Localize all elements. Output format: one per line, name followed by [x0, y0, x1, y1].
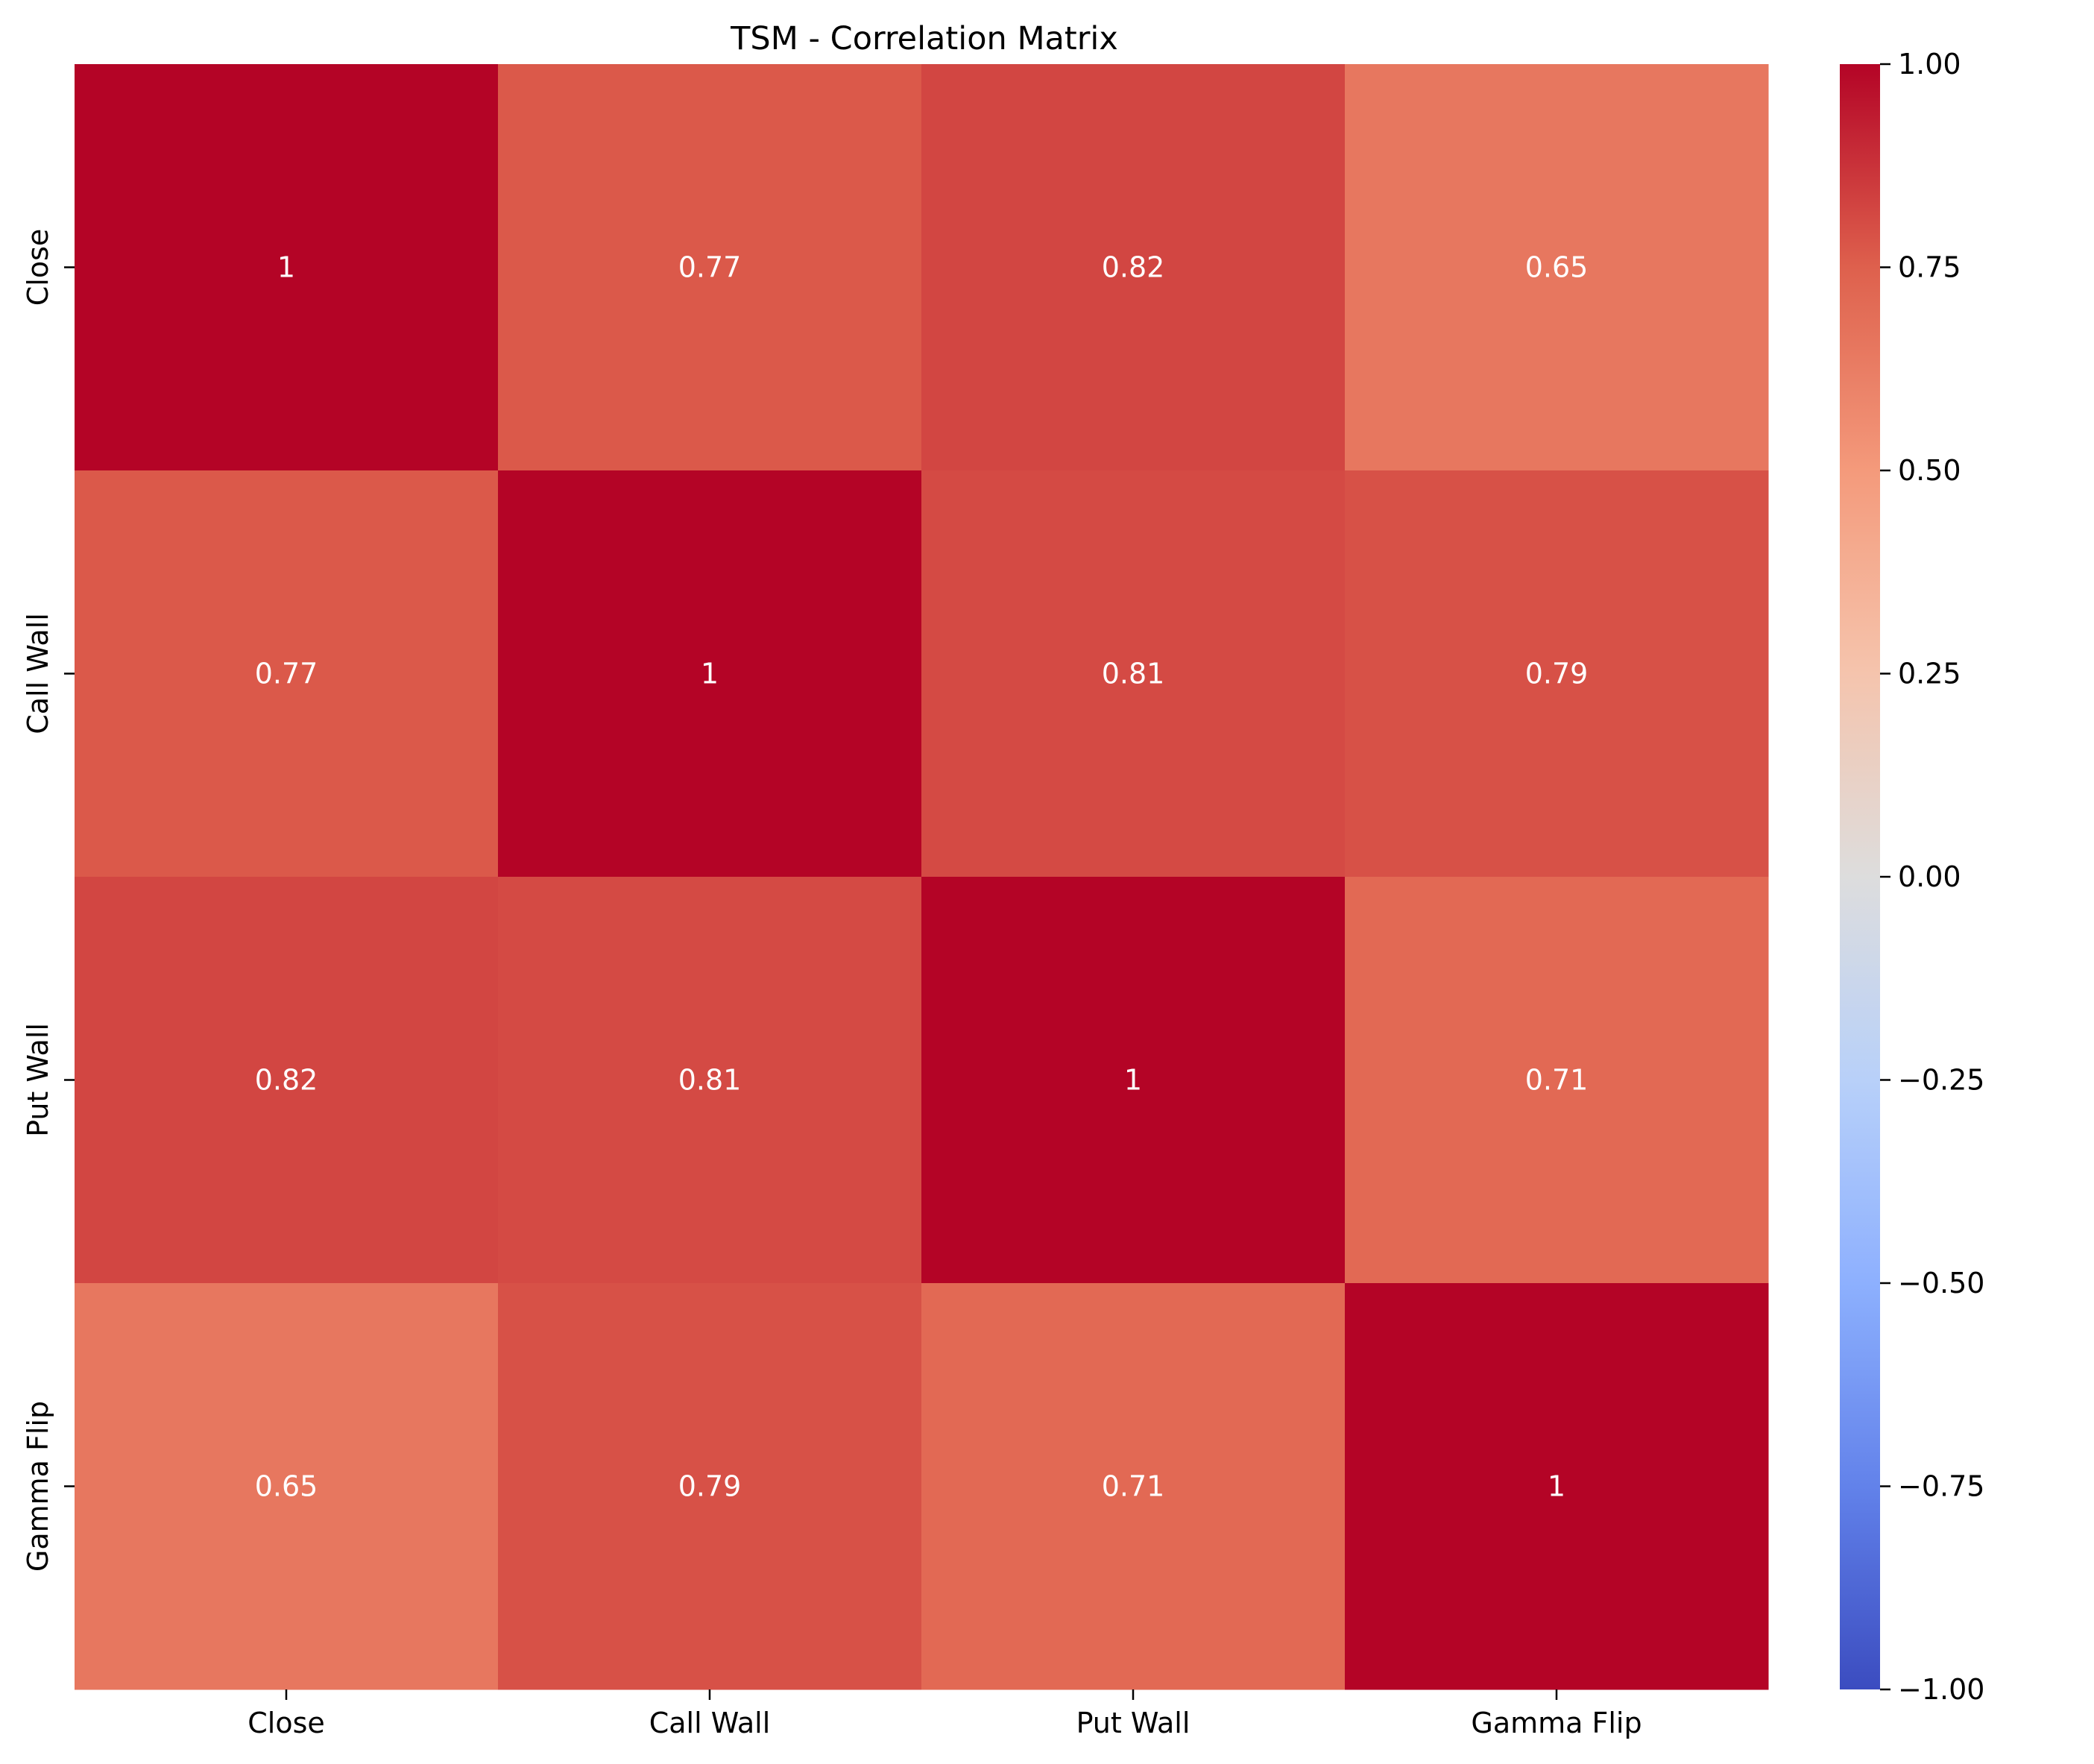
heatmap-cells — [75, 64, 1769, 1690]
y-tick-label-2: Put Wall — [22, 1023, 54, 1137]
heatmap-cell-2-3 — [1345, 877, 1769, 1284]
heatmap-cell-3-2 — [921, 1283, 1346, 1690]
colorbar-tick-label-5: −0.25 — [1898, 1064, 1984, 1097]
heatmap-cell-label-2-2: 1 — [1124, 1064, 1142, 1097]
colorbar-tick-label-2: 0.50 — [1898, 454, 1961, 487]
heatmap-cell-label-0-1: 0.77 — [678, 251, 742, 284]
colorbar-tick-label-4: 0.00 — [1898, 860, 1961, 893]
heatmap-cell-label-3-0: 0.65 — [255, 1470, 318, 1503]
heatmap-annotations: 1 0.77 0.82 0.65 0.77 1 0.81 0.79 0.82 0.81 1 0.71 0… — [255, 251, 1589, 1503]
colorbar-tick-label-8: −1.00 — [1898, 1673, 1984, 1706]
colorbar: 1.00 0.75 0.50 0.25 0.00 −0.25 −0.50 −0.75 −1.00 — [1840, 48, 1984, 1706]
colorbar-tick-label-1: 0.75 — [1898, 251, 1961, 284]
colorbar-gradient — [1840, 64, 1880, 1689]
heatmap-cell-label-3-1: 0.79 — [678, 1470, 742, 1503]
heatmap-cell-label-3-3: 1 — [1548, 1470, 1565, 1503]
heatmap-cell-label-0-2: 0.82 — [1102, 251, 1165, 284]
heatmap-cell-0-3 — [1345, 64, 1769, 471]
colorbar-tick-label-0: 1.00 — [1898, 48, 1961, 81]
heatmap-cell-label-1-2: 0.81 — [1102, 658, 1165, 690]
heatmap-cell-2-2 — [921, 877, 1346, 1284]
heatmap-cell-label-2-0: 0.82 — [255, 1064, 318, 1097]
chart-title: TSM - Correlation Matrix — [730, 20, 1118, 57]
heatmap-cell-1-1 — [498, 470, 922, 878]
heatmap-cell-3-0 — [75, 1283, 499, 1690]
colorbar-tick-label-3: 0.25 — [1898, 658, 1961, 690]
heatmap-cell-3-1 — [498, 1283, 922, 1690]
heatmap-cell-label-3-2: 0.71 — [1102, 1470, 1165, 1503]
heatmap-cell-label-1-1: 1 — [701, 658, 719, 690]
heatmap-cell-label-1-0: 0.77 — [255, 658, 318, 690]
y-tick-label-3: Gamma Flip — [22, 1401, 54, 1572]
y-axis: Close Call Wall Put Wall Gamma Flip — [22, 229, 75, 1572]
heatmap-cell-label-0-0: 1 — [277, 251, 295, 284]
colorbar-tick-label-7: −0.75 — [1898, 1470, 1984, 1503]
y-tick-label-1: Call Wall — [22, 613, 54, 734]
heatmap-cell-2-0 — [75, 877, 499, 1284]
heatmap-cell-1-2 — [921, 470, 1346, 878]
heatmap-cell-2-1 — [498, 877, 922, 1284]
heatmap-cell-label-2-3: 0.71 — [1525, 1064, 1589, 1097]
x-axis: Close Call Wall Put Wall Gamma Flip — [247, 1689, 1642, 1739]
heatmap-cell-label-0-3: 0.65 — [1525, 251, 1589, 284]
heatmap-cell-0-1 — [498, 64, 922, 471]
colorbar-tick-label-6: −0.50 — [1898, 1267, 1984, 1300]
heatmap-cell-0-0 — [75, 64, 499, 471]
heatmap-cell-1-3 — [1345, 470, 1769, 878]
heatmap-cell-3-3 — [1345, 1283, 1769, 1690]
x-tick-label-2: Put Wall — [1076, 1707, 1191, 1739]
y-tick-label-0: Close — [22, 229, 54, 306]
heatmap-cell-0-2 — [921, 64, 1346, 471]
heatmap-cell-label-1-3: 0.79 — [1525, 658, 1589, 690]
x-tick-label-0: Close — [247, 1707, 325, 1739]
heatmap-cell-1-0 — [75, 470, 499, 878]
x-tick-label-3: Gamma Flip — [1471, 1707, 1642, 1739]
heatmap-cell-label-2-1: 0.81 — [678, 1064, 742, 1097]
x-tick-label-1: Call Wall — [649, 1707, 771, 1739]
